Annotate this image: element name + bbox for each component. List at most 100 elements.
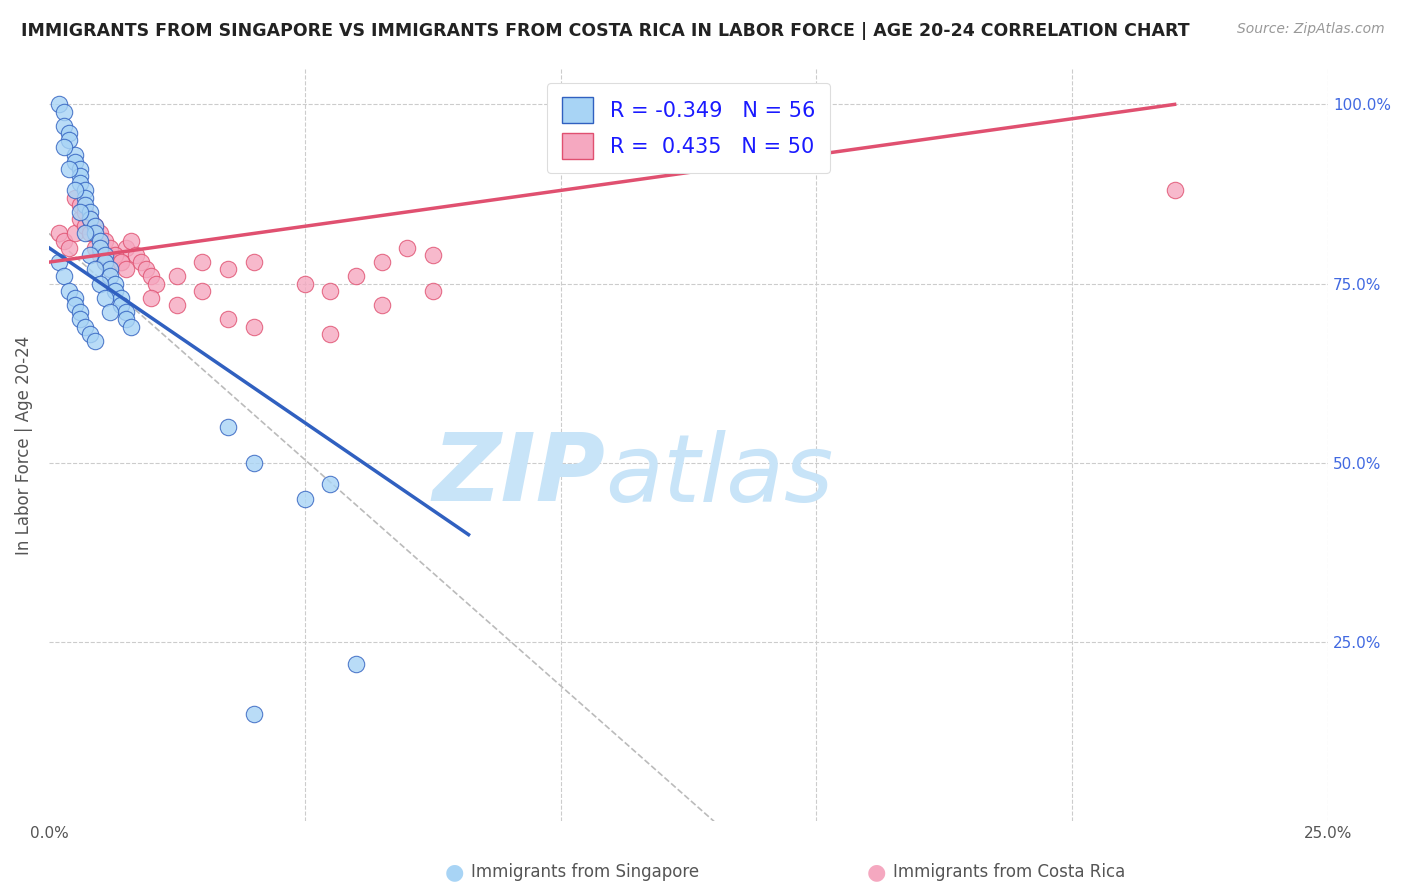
Point bbox=[84, 227, 107, 241]
Text: Immigrants from Singapore: Immigrants from Singapore bbox=[471, 863, 699, 881]
Y-axis label: In Labor Force | Age 20-24: In Labor Force | Age 20-24 bbox=[15, 335, 32, 555]
Text: ●: ● bbox=[866, 863, 886, 882]
Point bbox=[58, 133, 80, 147]
Point bbox=[69, 169, 91, 183]
Point bbox=[63, 183, 86, 197]
Point bbox=[110, 291, 132, 305]
Point bbox=[53, 104, 76, 119]
Point bbox=[104, 284, 127, 298]
Point bbox=[79, 212, 101, 227]
Point bbox=[370, 255, 392, 269]
Point bbox=[73, 191, 96, 205]
Point bbox=[89, 277, 111, 291]
Point bbox=[69, 176, 91, 190]
Point bbox=[242, 706, 264, 721]
Point bbox=[73, 198, 96, 212]
Point bbox=[344, 269, 367, 284]
Point bbox=[135, 262, 157, 277]
Point bbox=[69, 212, 91, 227]
Point bbox=[48, 97, 70, 112]
Text: ●: ● bbox=[444, 863, 464, 882]
Point bbox=[344, 657, 367, 671]
Point bbox=[63, 191, 86, 205]
Point bbox=[63, 147, 86, 161]
Point bbox=[63, 227, 86, 241]
Point bbox=[53, 140, 76, 154]
Point bbox=[94, 248, 117, 262]
Point bbox=[79, 248, 101, 262]
Point bbox=[294, 277, 316, 291]
Point bbox=[217, 262, 239, 277]
Point bbox=[242, 255, 264, 269]
Point bbox=[69, 205, 91, 219]
Point bbox=[84, 219, 107, 234]
Point bbox=[63, 291, 86, 305]
Point bbox=[100, 269, 122, 284]
Point bbox=[217, 312, 239, 326]
Text: Immigrants from Costa Rica: Immigrants from Costa Rica bbox=[893, 863, 1125, 881]
Point bbox=[89, 248, 111, 262]
Point bbox=[141, 291, 163, 305]
Point bbox=[166, 269, 188, 284]
Point bbox=[73, 205, 96, 219]
Point bbox=[191, 284, 214, 298]
Point bbox=[145, 277, 167, 291]
Point bbox=[104, 277, 127, 291]
Point bbox=[63, 154, 86, 169]
Point bbox=[69, 312, 91, 326]
Point bbox=[84, 219, 107, 234]
Point bbox=[319, 477, 342, 491]
Point bbox=[141, 269, 163, 284]
Point bbox=[104, 248, 127, 262]
Point bbox=[58, 126, 80, 140]
Point bbox=[120, 319, 142, 334]
Point bbox=[94, 291, 117, 305]
Point bbox=[110, 255, 132, 269]
Point bbox=[58, 161, 80, 176]
Text: IMMIGRANTS FROM SINGAPORE VS IMMIGRANTS FROM COSTA RICA IN LABOR FORCE | AGE 20-: IMMIGRANTS FROM SINGAPORE VS IMMIGRANTS … bbox=[21, 22, 1189, 40]
Point bbox=[104, 248, 127, 262]
Point bbox=[110, 255, 132, 269]
Point bbox=[100, 262, 122, 277]
Point bbox=[166, 298, 188, 312]
Point bbox=[94, 255, 117, 269]
Point bbox=[84, 334, 107, 348]
Point bbox=[319, 284, 342, 298]
Point bbox=[69, 198, 91, 212]
Point bbox=[89, 227, 111, 241]
Point bbox=[58, 241, 80, 255]
Point bbox=[63, 298, 86, 312]
Point bbox=[73, 219, 96, 234]
Point bbox=[89, 241, 111, 255]
Point bbox=[79, 326, 101, 341]
Point bbox=[217, 420, 239, 434]
Point bbox=[125, 248, 148, 262]
Point bbox=[294, 491, 316, 506]
Text: Source: ZipAtlas.com: Source: ZipAtlas.com bbox=[1237, 22, 1385, 37]
Point bbox=[48, 255, 70, 269]
Point bbox=[58, 284, 80, 298]
Point bbox=[100, 241, 122, 255]
Point bbox=[422, 284, 444, 298]
Point bbox=[94, 255, 117, 269]
Point bbox=[129, 255, 152, 269]
Point bbox=[89, 234, 111, 248]
Point bbox=[100, 262, 122, 277]
Point bbox=[79, 227, 101, 241]
Point bbox=[110, 298, 132, 312]
Point bbox=[370, 298, 392, 312]
Point bbox=[53, 269, 76, 284]
Point bbox=[242, 456, 264, 470]
Point bbox=[84, 262, 107, 277]
Point bbox=[100, 305, 122, 319]
Point bbox=[69, 161, 91, 176]
Point bbox=[53, 234, 76, 248]
Point bbox=[191, 255, 214, 269]
Point bbox=[114, 312, 136, 326]
Point bbox=[73, 319, 96, 334]
Point bbox=[69, 305, 91, 319]
Point bbox=[1163, 183, 1185, 197]
Point bbox=[73, 183, 96, 197]
Point bbox=[84, 241, 107, 255]
Text: ZIP: ZIP bbox=[433, 429, 606, 521]
